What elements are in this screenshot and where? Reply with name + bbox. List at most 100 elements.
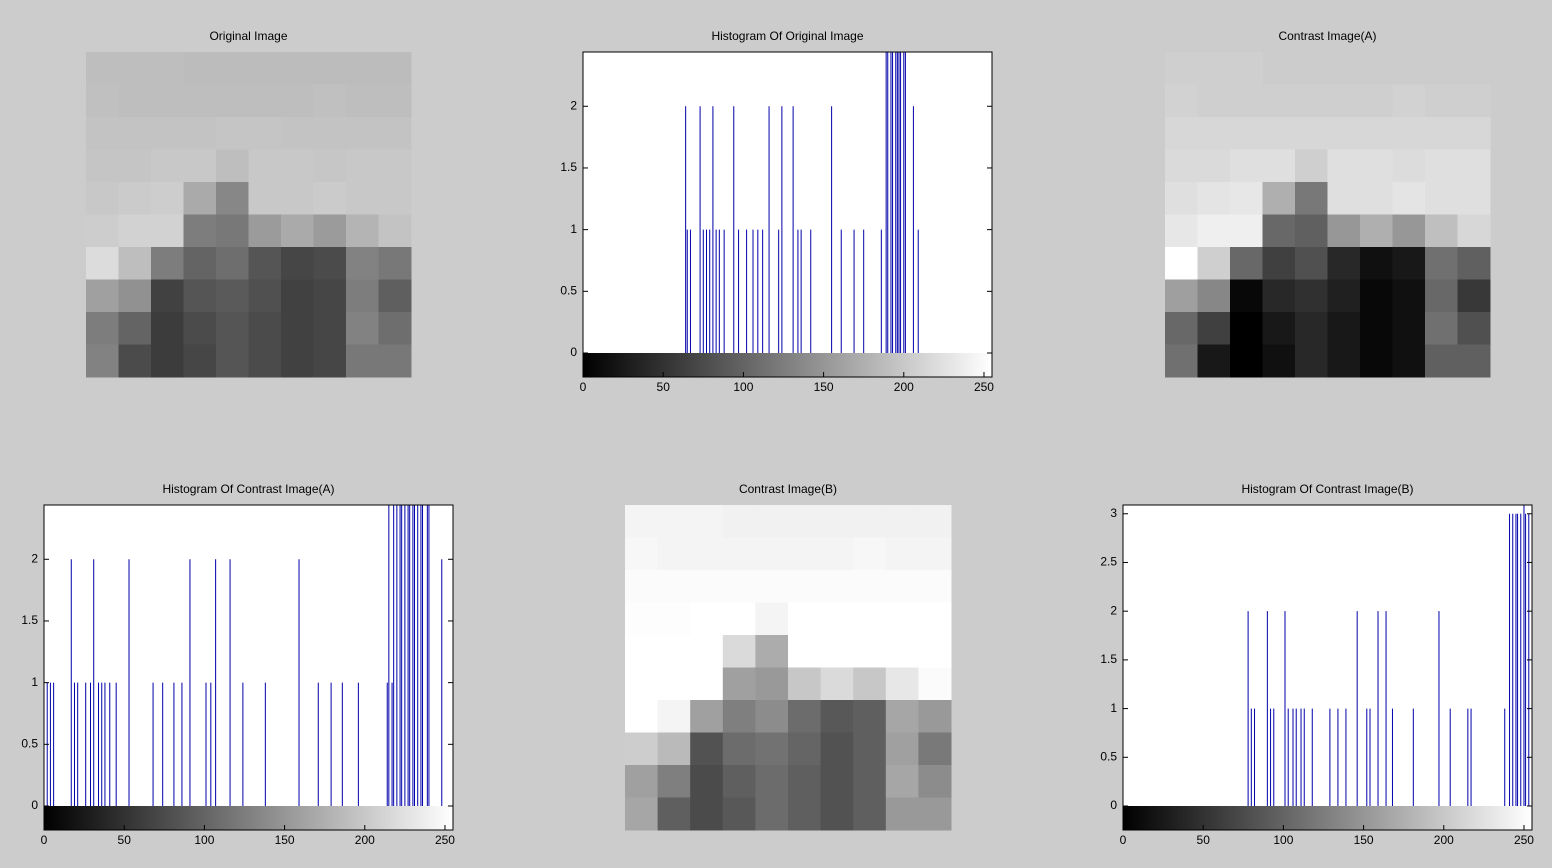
pixel	[1165, 182, 1198, 215]
pixel	[151, 279, 184, 313]
pixel	[788, 635, 822, 668]
pixel	[625, 700, 659, 733]
pixel	[690, 732, 724, 766]
pixel	[690, 537, 724, 571]
pixel	[1197, 214, 1231, 248]
pixel	[1392, 149, 1426, 183]
pixel	[346, 84, 379, 118]
pixel	[755, 700, 789, 733]
pixel	[1457, 117, 1491, 150]
pixel	[1425, 279, 1458, 313]
pixel	[690, 700, 724, 733]
pixel	[1165, 149, 1198, 183]
x-tick-label: 200	[894, 380, 914, 394]
pixel	[346, 312, 379, 345]
pixel	[1425, 182, 1458, 215]
pixel	[1262, 84, 1296, 118]
pixel	[118, 149, 152, 183]
pixel	[248, 312, 282, 345]
pixel	[248, 182, 282, 215]
pixel	[1165, 84, 1198, 118]
pixel	[1165, 52, 1198, 85]
y-tick-label: 2	[31, 551, 38, 565]
pixel	[1360, 149, 1393, 183]
pixel	[1295, 312, 1328, 345]
pixel	[657, 570, 691, 603]
pixel	[657, 667, 691, 701]
pixel	[918, 667, 952, 701]
colorbar	[44, 806, 453, 830]
pixel	[346, 52, 379, 85]
pixel	[1425, 149, 1458, 183]
pixel	[690, 667, 724, 701]
pixel	[1165, 312, 1198, 345]
pixel	[722, 667, 756, 701]
pixel	[853, 537, 887, 571]
y-tick-label: 2.5	[1100, 555, 1117, 569]
pixel	[1360, 344, 1393, 378]
pixel	[1327, 312, 1361, 345]
x-tick-label: 0	[41, 833, 48, 847]
pixel	[755, 537, 789, 571]
pixel	[281, 117, 314, 150]
pixel	[216, 247, 249, 280]
pixel	[183, 214, 217, 248]
pixel	[1457, 279, 1491, 313]
pixel	[1295, 214, 1328, 248]
x-tick-label: 250	[974, 380, 994, 394]
pixel	[820, 700, 854, 733]
y-tick-label: 2	[570, 98, 577, 112]
pixel	[1457, 52, 1491, 85]
pixel	[918, 765, 952, 798]
pixel	[378, 344, 412, 378]
pixel	[885, 570, 919, 603]
pixel	[722, 700, 756, 733]
pixel	[183, 149, 217, 183]
pixel	[625, 505, 659, 538]
pixel	[346, 344, 379, 378]
pixel	[657, 602, 691, 636]
pixel	[788, 797, 822, 831]
image	[625, 505, 952, 831]
pixel	[820, 505, 854, 538]
pixel	[183, 279, 217, 313]
pixel	[722, 537, 756, 571]
pixel	[885, 700, 919, 733]
pixel	[118, 344, 152, 378]
pixel	[1197, 117, 1231, 150]
pixel	[86, 214, 119, 248]
x-tick-label: 200	[1434, 833, 1454, 847]
pixel	[1197, 149, 1231, 183]
y-tick-label: 1.5	[21, 613, 38, 627]
pixel	[378, 149, 412, 183]
pixel	[1230, 344, 1263, 378]
pixel	[722, 602, 756, 636]
x-tick-label: 100	[1273, 833, 1293, 847]
pixel	[1295, 247, 1328, 280]
pixel	[788, 732, 822, 766]
pixel	[1327, 149, 1361, 183]
pixel	[281, 182, 314, 215]
pixel	[918, 635, 952, 668]
pixel	[281, 84, 314, 118]
pixel	[1327, 214, 1361, 248]
x-tick-label: 200	[355, 833, 375, 847]
pixel	[1197, 84, 1231, 118]
pixel	[722, 505, 756, 538]
pixel	[86, 247, 119, 280]
pixel	[216, 52, 249, 85]
pixel	[86, 52, 119, 85]
pixel	[1425, 52, 1458, 85]
pixel	[1360, 182, 1393, 215]
colorbar	[583, 353, 992, 377]
pixel	[216, 279, 249, 313]
pixel	[313, 117, 347, 150]
pixel	[86, 182, 119, 215]
pixel	[853, 732, 887, 766]
y-tick-label: 0.5	[21, 736, 38, 750]
y-tick-label: 3	[1110, 506, 1117, 520]
pixel	[86, 117, 119, 150]
pixel	[1327, 84, 1361, 118]
pixel	[1360, 312, 1393, 345]
